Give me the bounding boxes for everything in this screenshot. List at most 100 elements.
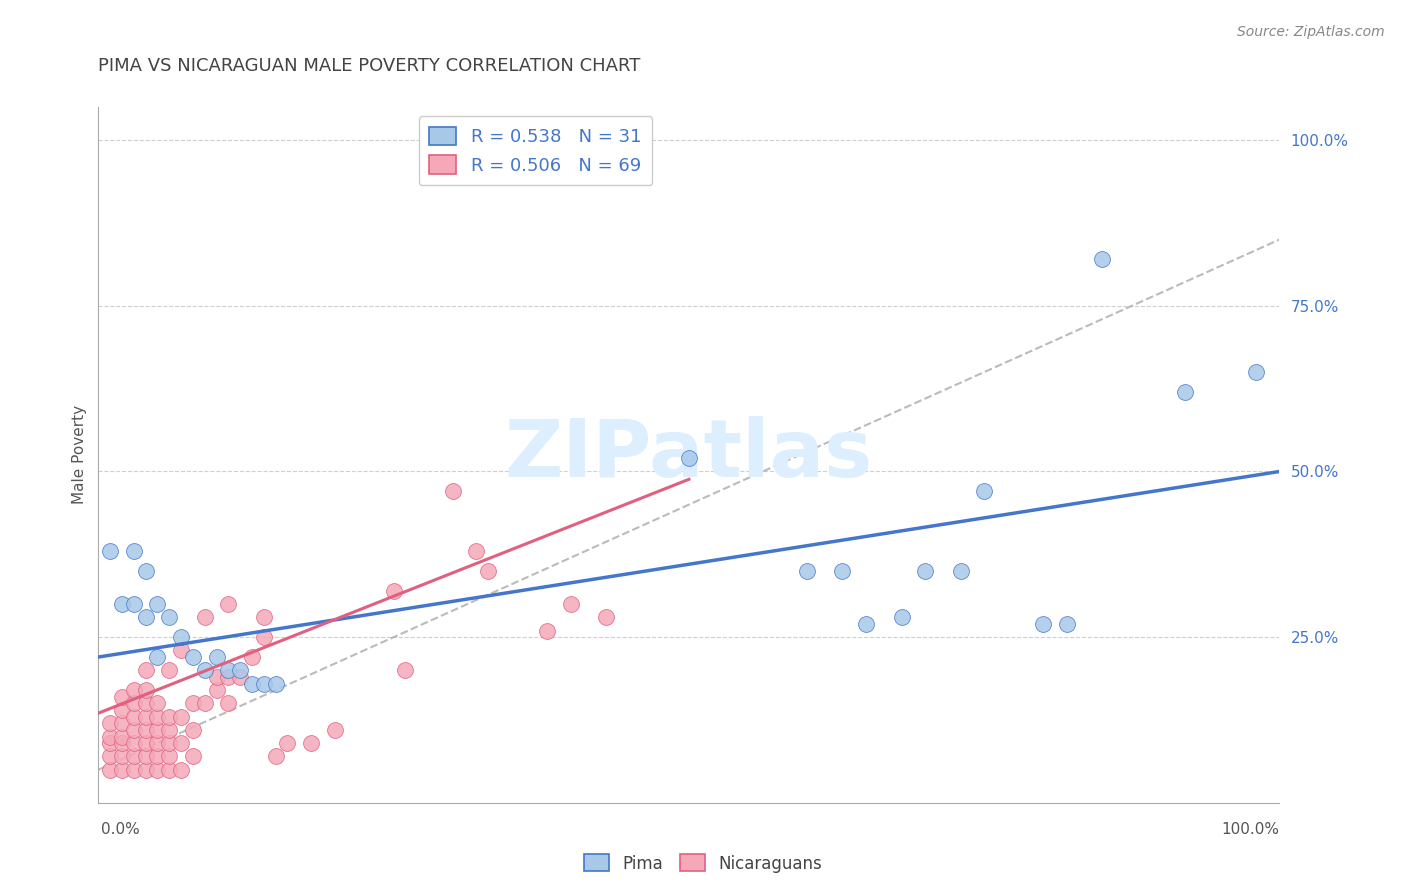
Point bbox=[181, 650, 204, 665]
Point bbox=[441, 484, 464, 499]
Point bbox=[122, 597, 145, 611]
Point bbox=[382, 583, 405, 598]
Point bbox=[205, 683, 228, 698]
Point bbox=[135, 763, 157, 777]
Point bbox=[98, 763, 121, 777]
Point bbox=[170, 763, 193, 777]
Point bbox=[122, 723, 145, 737]
Point bbox=[111, 690, 134, 704]
Point bbox=[855, 616, 877, 631]
Point bbox=[135, 709, 157, 723]
Point bbox=[111, 763, 134, 777]
Point bbox=[181, 697, 204, 711]
Point bbox=[205, 670, 228, 684]
Point bbox=[146, 597, 169, 611]
Point bbox=[146, 697, 169, 711]
Point bbox=[135, 564, 157, 578]
Point bbox=[595, 610, 617, 624]
Point bbox=[111, 736, 134, 750]
Point bbox=[217, 663, 239, 677]
Point bbox=[194, 610, 217, 624]
Point bbox=[157, 709, 180, 723]
Point bbox=[157, 663, 180, 677]
Point bbox=[122, 697, 145, 711]
Point bbox=[146, 736, 169, 750]
Point bbox=[170, 630, 193, 644]
Point bbox=[796, 564, 818, 578]
Point bbox=[135, 697, 157, 711]
Point bbox=[264, 749, 287, 764]
Point bbox=[170, 709, 193, 723]
Point bbox=[678, 451, 700, 466]
Point bbox=[122, 709, 145, 723]
Point bbox=[194, 697, 217, 711]
Point bbox=[253, 610, 276, 624]
Point bbox=[146, 763, 169, 777]
Point bbox=[135, 749, 157, 764]
Point bbox=[146, 723, 169, 737]
Point bbox=[111, 716, 134, 731]
Point bbox=[1244, 365, 1267, 379]
Text: 0.0%: 0.0% bbox=[101, 822, 141, 837]
Point bbox=[157, 610, 180, 624]
Point bbox=[157, 763, 180, 777]
Point bbox=[831, 564, 853, 578]
Point bbox=[229, 663, 252, 677]
Point bbox=[1174, 384, 1197, 399]
Point bbox=[973, 484, 995, 499]
Point bbox=[111, 703, 134, 717]
Text: PIMA VS NICARAGUAN MALE POVERTY CORRELATION CHART: PIMA VS NICARAGUAN MALE POVERTY CORRELAT… bbox=[98, 57, 641, 75]
Point bbox=[949, 564, 972, 578]
Point bbox=[170, 736, 193, 750]
Point bbox=[122, 749, 145, 764]
Point bbox=[465, 544, 488, 558]
Point bbox=[1091, 252, 1114, 267]
Point bbox=[122, 736, 145, 750]
Point bbox=[253, 676, 276, 690]
Point bbox=[477, 564, 499, 578]
Point bbox=[240, 676, 263, 690]
Point bbox=[122, 683, 145, 698]
Point bbox=[240, 650, 263, 665]
Point bbox=[217, 670, 239, 684]
Point bbox=[1032, 616, 1054, 631]
Point bbox=[1056, 616, 1078, 631]
Point bbox=[98, 544, 121, 558]
Point bbox=[111, 730, 134, 744]
Point bbox=[135, 736, 157, 750]
Point bbox=[253, 630, 276, 644]
Point bbox=[264, 676, 287, 690]
Point bbox=[323, 723, 346, 737]
Point bbox=[135, 723, 157, 737]
Point bbox=[217, 597, 239, 611]
Legend: R = 0.538   N = 31, R = 0.506   N = 69: R = 0.538 N = 31, R = 0.506 N = 69 bbox=[419, 116, 652, 186]
Point bbox=[122, 763, 145, 777]
Point bbox=[170, 643, 193, 657]
Y-axis label: Male Poverty: Male Poverty bbox=[72, 405, 87, 505]
Point bbox=[890, 610, 912, 624]
Point bbox=[122, 544, 145, 558]
Point bbox=[157, 736, 180, 750]
Point bbox=[299, 736, 322, 750]
Point bbox=[111, 597, 134, 611]
Point bbox=[111, 749, 134, 764]
Text: 100.0%: 100.0% bbox=[1222, 822, 1279, 837]
Point bbox=[560, 597, 582, 611]
Point bbox=[135, 683, 157, 698]
Point bbox=[98, 736, 121, 750]
Legend: Pima, Nicaraguans: Pima, Nicaraguans bbox=[578, 847, 828, 880]
Point bbox=[146, 650, 169, 665]
Text: Source: ZipAtlas.com: Source: ZipAtlas.com bbox=[1237, 25, 1385, 38]
Point bbox=[276, 736, 298, 750]
Point bbox=[914, 564, 936, 578]
Point bbox=[536, 624, 558, 638]
Point bbox=[181, 723, 204, 737]
Point bbox=[181, 749, 204, 764]
Point bbox=[394, 663, 416, 677]
Point bbox=[98, 730, 121, 744]
Point bbox=[146, 749, 169, 764]
Point bbox=[135, 610, 157, 624]
Point bbox=[205, 650, 228, 665]
Point bbox=[157, 723, 180, 737]
Text: ZIPatlas: ZIPatlas bbox=[505, 416, 873, 494]
